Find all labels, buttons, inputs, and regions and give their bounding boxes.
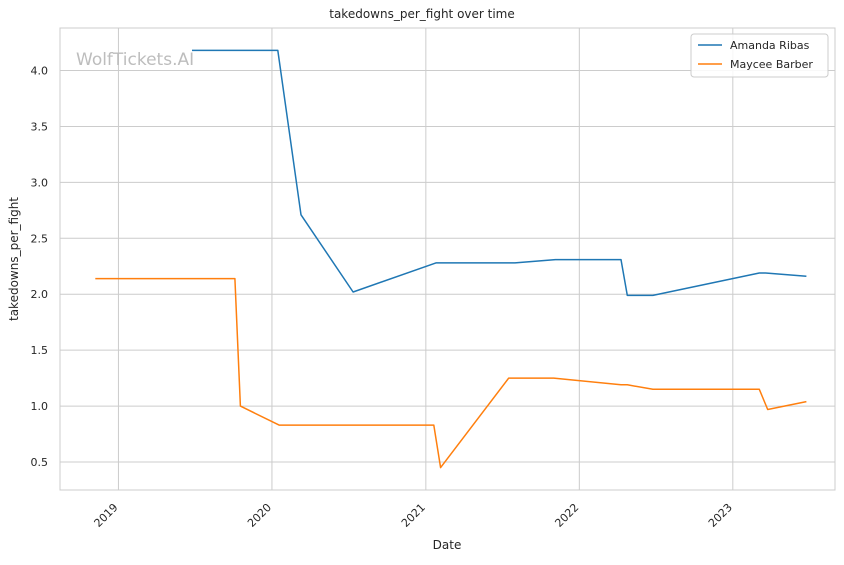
y-tick-label: 1.0 <box>31 400 49 413</box>
plot-area <box>60 28 835 490</box>
y-axis-label: takedowns_per_fight <box>7 197 21 321</box>
plot-frame <box>59 27 836 491</box>
y-tick-label: 3.0 <box>31 176 49 189</box>
watermark-text: WolfTickets.AI <box>76 50 194 70</box>
series-line-maycee-barber <box>95 277 807 469</box>
y-tick-label: 2.0 <box>31 288 49 301</box>
y-tick-label: 3.5 <box>31 120 49 133</box>
series-lines <box>95 49 807 469</box>
legend-box <box>690 33 829 78</box>
y-tick-label: 2.5 <box>31 232 49 245</box>
y-tick-label: 4.0 <box>31 65 49 78</box>
legend-label-amanda-ribas: Amanda Ribas <box>730 39 810 52</box>
series-line-amanda-ribas <box>192 49 807 297</box>
legend-label-maycee-barber: Maycee Barber <box>730 58 813 71</box>
y-tick-label: 1.5 <box>31 344 49 357</box>
y-tick-label: 0.5 <box>31 456 49 469</box>
chart-title: takedowns_per_fight over time <box>329 7 515 21</box>
y-tick-labels: 0.5 1.0 1.5 2.0 2.5 3.0 3.5 4.0 <box>31 65 49 470</box>
grid-lines <box>60 28 835 490</box>
legend: Amanda Ribas Maycee Barber <box>690 33 829 78</box>
x-axis-label: Date <box>433 538 462 552</box>
